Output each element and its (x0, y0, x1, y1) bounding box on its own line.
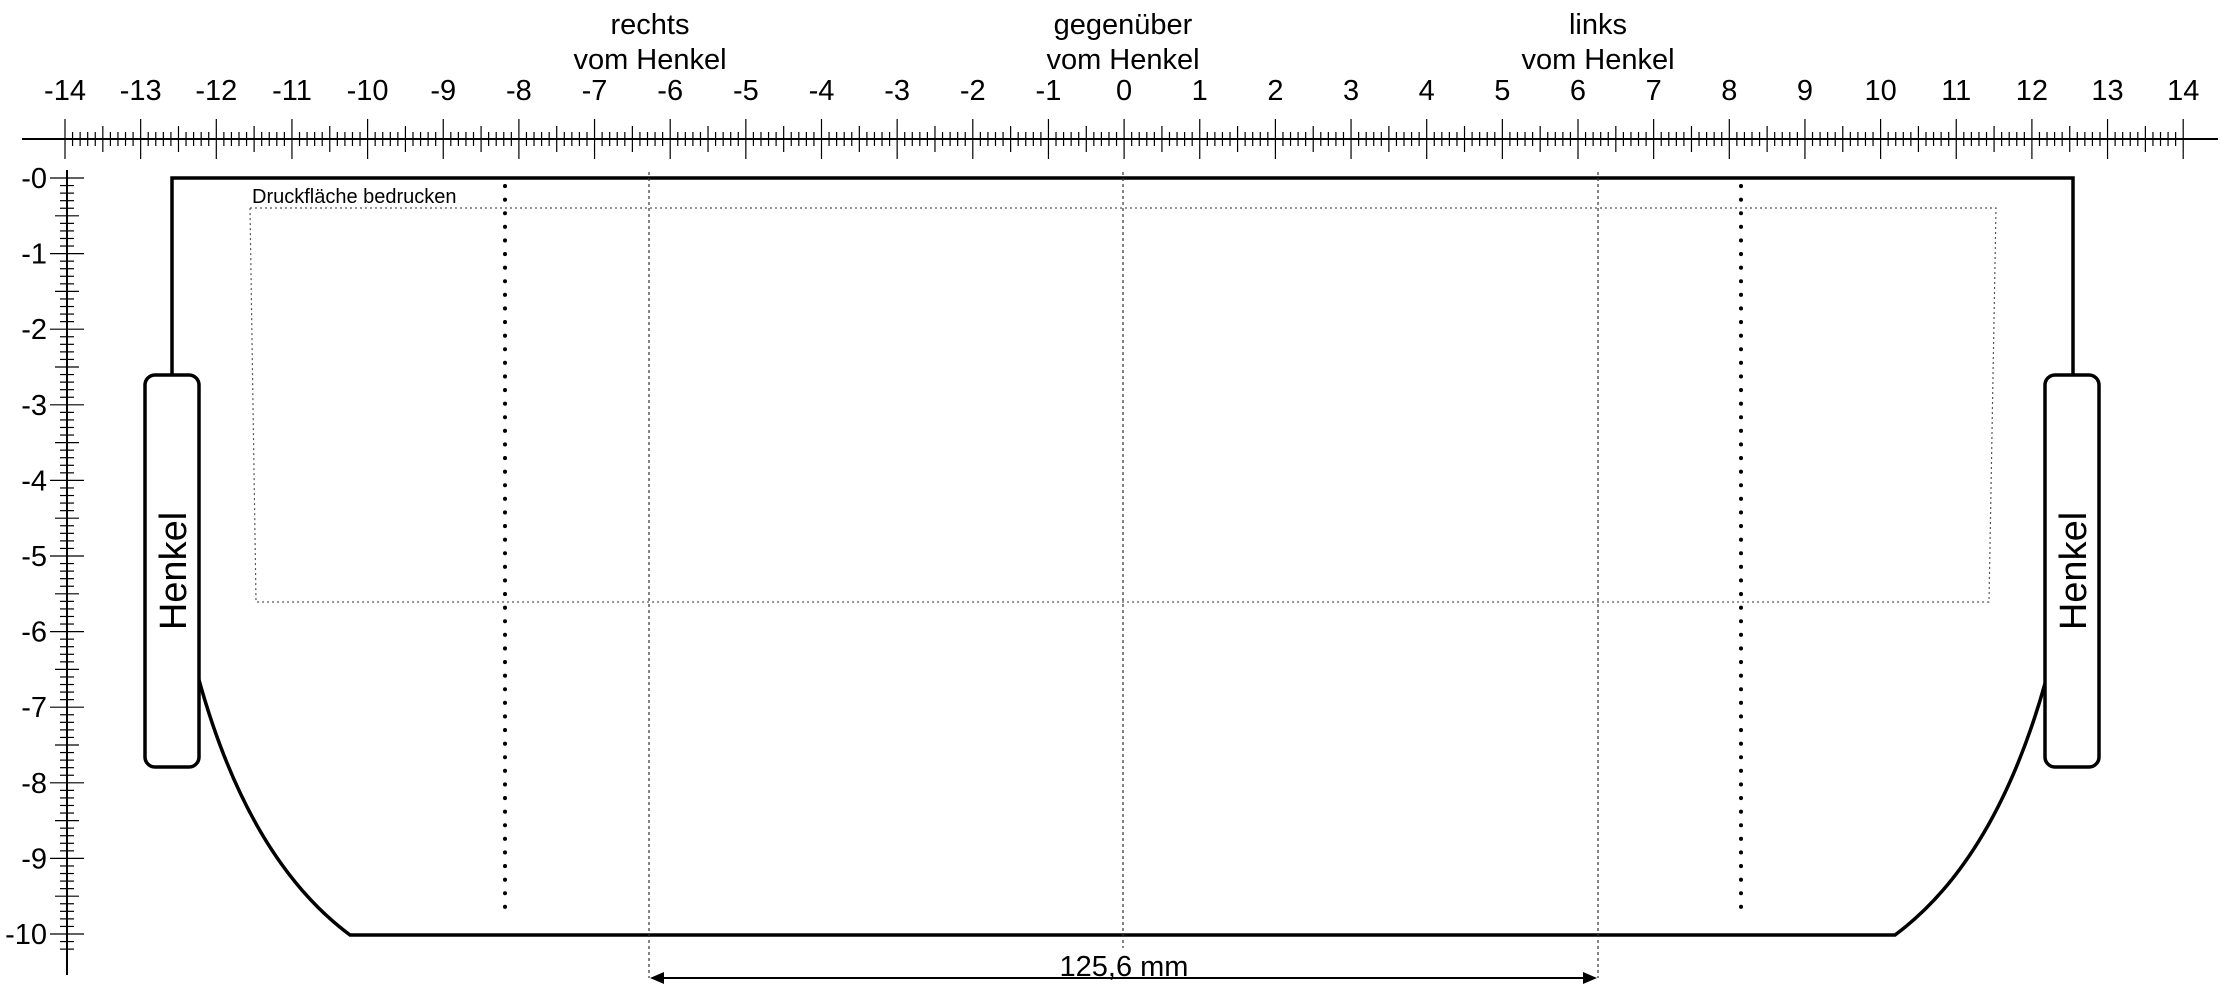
ruler-horizontal-labels: -14 -13 -12 -11 -10 -9 -8 -7 -6 -5 -4 -3 -2 -1 0 1 2 3 4 5 6… (44, 75, 2199, 107)
label-left-of-handle-line1: links (1569, 9, 1627, 41)
dimension-label: 125,6 mm (1060, 951, 1189, 983)
ruler-horizontal-label: 1 (1192, 75, 1208, 107)
handle-right-label: Henkel (2053, 512, 2095, 630)
label-opposite-handle-line1: gegenüber (1054, 9, 1193, 41)
label-right-of-handle-line2: vom Henkel (573, 44, 726, 76)
label-left-of-handle-line2: vom Henkel (1521, 44, 1674, 76)
ruler-horizontal-label: -5 (733, 75, 759, 107)
ruler-horizontal-label: 2 (1267, 75, 1283, 107)
ruler-vertical: -0 -1 -2 -3 -4 -5 -6 -7 -8 -9 -10 (5, 163, 84, 975)
ruler-vertical-labels: -0 -1 -2 -3 -4 -5 -6 -7 -8 -9 -10 (5, 163, 47, 951)
handle-left-label: Henkel (153, 512, 195, 630)
ruler-vertical-label: -1 (21, 239, 47, 271)
ruler-vertical-label: -7 (21, 692, 47, 724)
ruler-horizontal-label: 4 (1419, 75, 1435, 107)
ruler-vertical-label: -8 (21, 768, 47, 800)
ruler-vertical-label: -6 (21, 617, 47, 649)
ruler-vertical-label: -10 (5, 919, 47, 951)
ruler-horizontal-label: 6 (1570, 75, 1586, 107)
ruler-horizontal-label: -1 (1036, 75, 1062, 107)
arrowhead-left-icon (650, 972, 664, 984)
ruler-horizontal-label: -7 (582, 75, 608, 107)
top-labels: rechts vom Henkel gegenüber vom Henkel l… (573, 9, 1674, 76)
handle-left (143, 373, 201, 769)
ruler-vertical-label: -2 (21, 314, 47, 346)
ruler-horizontal-label: 5 (1494, 75, 1510, 107)
dimension-arrow: 125,6 mm (650, 948, 1597, 984)
ruler-horizontal-label: 0 (1116, 75, 1132, 107)
ruler-horizontal-label: -14 (44, 75, 86, 107)
ruler-horizontal-ticks (64, 119, 2184, 159)
ruler-vertical-label: -9 (21, 843, 47, 875)
ruler-horizontal-label: 9 (1797, 75, 1813, 107)
ruler-horizontal-label: -2 (960, 75, 986, 107)
ruler-horizontal-label: 7 (1646, 75, 1662, 107)
print-area-label: Druckfläche bedrucken (252, 186, 457, 208)
ruler-horizontal-label: 14 (2167, 75, 2199, 107)
ruler-vertical-label: -3 (21, 390, 47, 422)
ruler-horizontal-label: -11 (272, 75, 312, 107)
ruler-horizontal-label: 3 (1343, 75, 1359, 107)
ruler-horizontal-label: 11 (1941, 75, 1971, 107)
ruler-horizontal-label: -13 (120, 75, 162, 107)
ruler-horizontal-label: 10 (1864, 75, 1896, 107)
handle-right (2043, 373, 2101, 769)
ruler-horizontal-label: -9 (430, 75, 456, 107)
label-right-of-handle-line1: rechts (611, 9, 690, 41)
label-opposite-handle-line2: vom Henkel (1046, 44, 1199, 76)
ruler-horizontal-label: 12 (2016, 75, 2048, 107)
print-area-outline (249, 207, 1997, 603)
ruler-horizontal: -14 -13 -12 -11 -10 -9 -8 -7 -6 -5 -4 -3 -2 -1 0 1 2 3 4 5 6… (22, 75, 2218, 159)
ruler-horizontal-label: -3 (884, 75, 910, 107)
ruler-horizontal-label: -10 (347, 75, 389, 107)
ruler-horizontal-label: -6 (657, 75, 683, 107)
ruler-vertical-label: -4 (21, 465, 47, 497)
ruler-vertical-label: -5 (21, 541, 47, 573)
ruler-horizontal-label: 13 (2091, 75, 2123, 107)
dimension-label-background (1040, 948, 1208, 974)
ruler-vertical-ticks (50, 177, 84, 950)
ruler-horizontal-label: -4 (809, 75, 835, 107)
ruler-horizontal-label: 8 (1721, 75, 1737, 107)
ruler-vertical-label: -0 (21, 163, 47, 195)
ruler-horizontal-label: -12 (195, 75, 237, 107)
ruler-horizontal-label: -8 (506, 75, 532, 107)
arrowhead-right-icon (1583, 972, 1597, 984)
